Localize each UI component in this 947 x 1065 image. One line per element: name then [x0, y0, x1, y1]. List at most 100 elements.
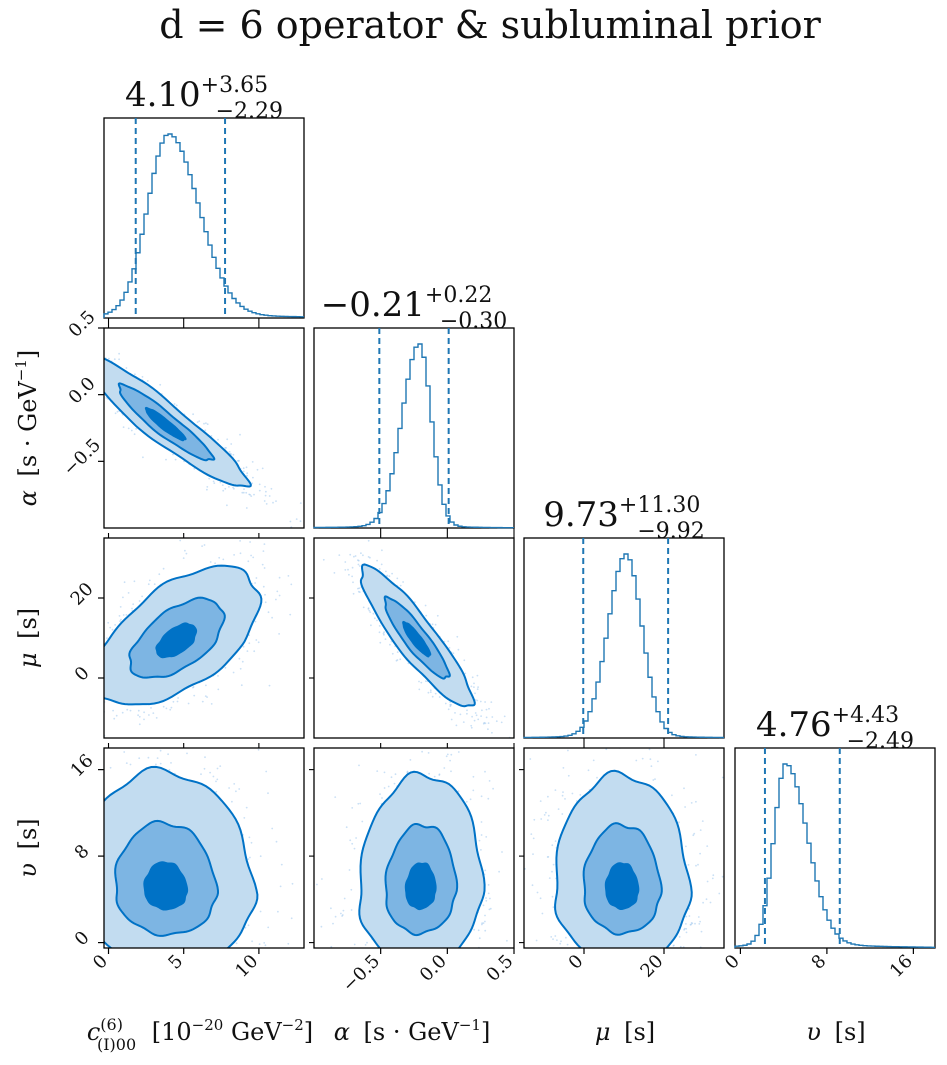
- sample-point: [557, 808, 560, 810]
- sample-point: [83, 364, 85, 366]
- sample-point: [429, 691, 432, 693]
- sample-point: [93, 356, 95, 358]
- sample-point: [71, 376, 73, 378]
- sample-point: [200, 773, 202, 776]
- sample-point: [158, 573, 161, 576]
- sample-point: [379, 793, 381, 795]
- sample-point: [221, 963, 223, 965]
- sample-point: [257, 641, 260, 644]
- sample-point: [264, 485, 266, 488]
- sample-point: [96, 923, 98, 925]
- sample-point: [545, 961, 547, 963]
- sample-point: [479, 700, 482, 703]
- sample-point: [246, 650, 249, 652]
- sample-point: [552, 938, 554, 941]
- sample-point: [156, 975, 158, 977]
- sample-point: [85, 365, 87, 367]
- sample-point: [222, 489, 225, 492]
- sample-point: [118, 352, 120, 355]
- sample-point: [254, 582, 256, 584]
- sample-point: [157, 961, 159, 963]
- sample-point: [204, 429, 207, 432]
- sample-point: [480, 821, 483, 823]
- sample-point: [102, 872, 104, 874]
- sample-point: [70, 732, 72, 734]
- sample-point: [109, 626, 112, 629]
- sample-point: [122, 596, 124, 599]
- sample-point: [118, 358, 120, 361]
- sample-point: [545, 811, 547, 814]
- sample-point: [120, 969, 122, 971]
- contour-level-1: [144, 406, 187, 442]
- sample-point: [629, 961, 631, 963]
- sample-point: [206, 486, 209, 488]
- sample-point: [532, 970, 534, 972]
- sample-point: [249, 541, 252, 543]
- sample-point: [380, 563, 383, 566]
- sample-point: [494, 744, 496, 746]
- sample-point: [84, 694, 86, 696]
- joint-alpha-mu: [313, 537, 515, 746]
- sample-point: [355, 837, 357, 839]
- sample-point: [540, 818, 543, 820]
- sample-point: [547, 814, 550, 817]
- sample-point: [418, 961, 420, 963]
- sample-point: [470, 724, 473, 727]
- sample-point: [270, 487, 273, 490]
- sample-point: [239, 552, 242, 555]
- sample-point: [46, 898, 48, 900]
- sample-point: [436, 614, 439, 617]
- sample-point: [83, 888, 85, 890]
- sample-point: [85, 893, 87, 895]
- sample-point: [489, 907, 492, 910]
- sample-point: [60, 923, 62, 925]
- sample-point: [92, 884, 94, 886]
- sample-point: [554, 840, 557, 842]
- sample-point: [184, 549, 186, 552]
- sample-point: [203, 544, 206, 546]
- sample-point: [100, 904, 102, 906]
- sample-point: [399, 584, 402, 587]
- sample-point: [140, 978, 142, 980]
- sample-point: [690, 964, 692, 966]
- sample-point: [94, 859, 96, 861]
- sample-point: [406, 771, 409, 774]
- sample-point: [87, 366, 89, 368]
- sample-point: [102, 922, 104, 924]
- panel-frame: [313, 747, 515, 949]
- sample-point: [697, 916, 700, 918]
- sample-point: [330, 907, 332, 910]
- sample-point: [31, 763, 33, 765]
- sample-point: [242, 491, 245, 494]
- sample-point: [351, 807, 354, 809]
- sample-point: [101, 681, 103, 683]
- sample-point: [133, 580, 136, 583]
- sample-point: [147, 583, 150, 586]
- sample-point: [159, 383, 162, 386]
- sample-point: [263, 942, 266, 944]
- sample-point: [679, 945, 682, 948]
- sample-point: [93, 799, 95, 801]
- sample-point: [99, 873, 101, 875]
- sample-point: [99, 366, 101, 368]
- histogram-step-alpha: [313, 343, 514, 529]
- sample-point: [126, 708, 129, 711]
- sample-point: [255, 577, 258, 579]
- sample-point: [449, 759, 451, 762]
- sample-point: [593, 971, 595, 973]
- sample-point: [245, 491, 248, 494]
- sample-point: [579, 794, 582, 796]
- sample-point: [80, 367, 82, 369]
- sample-point: [445, 755, 448, 758]
- sample-point: [438, 696, 441, 698]
- sample-point: [261, 467, 264, 470]
- sample-point: [92, 349, 94, 351]
- sample-point: [97, 345, 99, 347]
- sample-point: [465, 800, 468, 803]
- sample-point: [482, 722, 485, 725]
- sample-point: [399, 658, 402, 661]
- sample-point: [44, 928, 46, 930]
- sample-point: [123, 740, 125, 742]
- sample-point: [287, 942, 290, 945]
- sample-point: [299, 502, 302, 504]
